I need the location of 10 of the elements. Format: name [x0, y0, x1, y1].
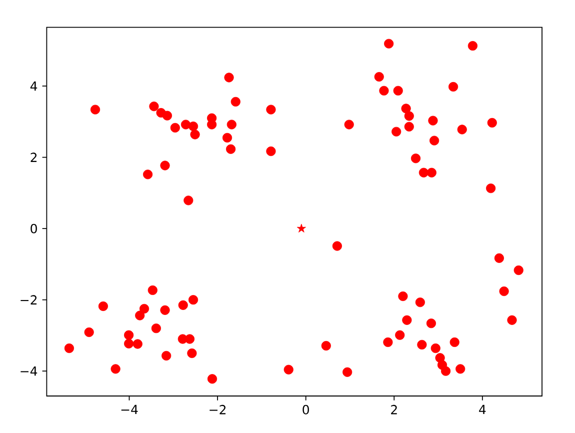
- x-tick-label: −4: [121, 404, 138, 414]
- y-tick-label: 2: [30, 152, 37, 162]
- x-tick-label: 4: [479, 404, 486, 414]
- x-tick-label: −2: [210, 404, 226, 414]
- y-tick-label: −2: [20, 295, 37, 304]
- x-tick-label: 2: [391, 404, 397, 414]
- y-tick-label: 4: [30, 82, 38, 91]
- y-tick-label: −4: [20, 366, 38, 376]
- y-tick-label: 0: [30, 224, 37, 234]
- x-tick-label: 0: [302, 404, 309, 414]
